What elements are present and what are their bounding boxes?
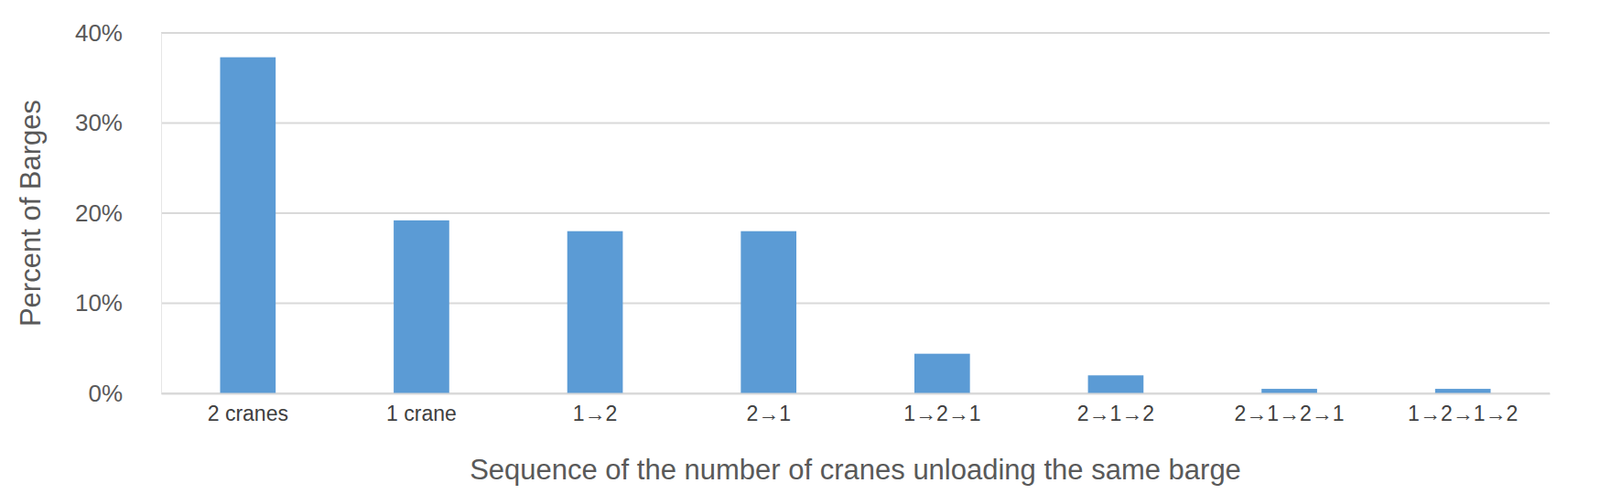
x-axis-line (162, 393, 1551, 396)
x-tick-label: 2→1→2→1 (1233, 401, 1344, 426)
y-axis-line (161, 33, 163, 395)
x-tick: 1→2 (572, 393, 618, 426)
grid-line (161, 212, 1550, 215)
x-tick-label: 1 crane (386, 401, 457, 426)
y-tick-label: 30% (75, 108, 123, 137)
bar (219, 57, 276, 394)
grid-line (161, 122, 1550, 125)
grid-line (161, 32, 1550, 34)
bar (740, 231, 797, 394)
x-tick: 1 crane (386, 393, 457, 426)
x-tick: 2 cranes (207, 393, 289, 426)
y-tick: 30% (75, 108, 162, 137)
x-tick-label: 2→1→2 (1077, 401, 1155, 426)
y-tick-label: 10% (75, 289, 123, 317)
x-axis-title: Sequence of the number of cranes unloadi… (469, 454, 1242, 487)
chart: 0% 10% 20% 30% 40% 2 cranes 1 crane 1→2 2→1 1→2→1… (0, 0, 1600, 494)
y-tick: 40% (75, 19, 162, 47)
x-axis: 2 cranes 1 crane 1→2 2→1 1→2→1 2→1→2 2→1→2→1 1→… (162, 393, 1551, 426)
bar (393, 220, 450, 394)
grid-line (161, 302, 1550, 305)
y-tick-label: 0% (87, 379, 123, 408)
bar (1088, 375, 1145, 394)
grid (161, 32, 1550, 394)
y-tick-label: 40% (75, 19, 123, 47)
x-tick-label: 1→2→1→2 (1407, 401, 1518, 426)
grid-line (161, 392, 1550, 395)
y-tick: 0% (87, 379, 162, 408)
x-tick: 1→2→1→2 (1407, 393, 1518, 426)
x-tick: 2→1→2→1 (1233, 393, 1344, 426)
y-tick: 10% (75, 289, 162, 317)
bar (1261, 389, 1318, 394)
x-tick-label: 1→2→1 (903, 401, 981, 426)
plot: 0% 10% 20% 30% 40% 2 cranes 1 crane 1→2 2→1 1→2→1… (75, 19, 1551, 427)
x-tick-label: 2 cranes (207, 401, 289, 426)
bar (567, 231, 624, 394)
bar (914, 354, 971, 394)
y-axis-title: Percent of Barges (14, 99, 47, 327)
y-tick-label: 20% (75, 199, 123, 228)
y-tick: 20% (75, 199, 162, 228)
y-axis: 0% 10% 20% 30% 40% (75, 19, 163, 408)
bar (1435, 389, 1492, 394)
x-tick: 1→2→1 (903, 393, 981, 426)
x-tick: 2→1→2 (1077, 393, 1155, 426)
x-tick-label: 2→1 (745, 401, 791, 426)
x-tick-label: 1→2 (572, 401, 618, 426)
x-tick: 2→1 (745, 393, 791, 426)
bars (219, 57, 1491, 394)
